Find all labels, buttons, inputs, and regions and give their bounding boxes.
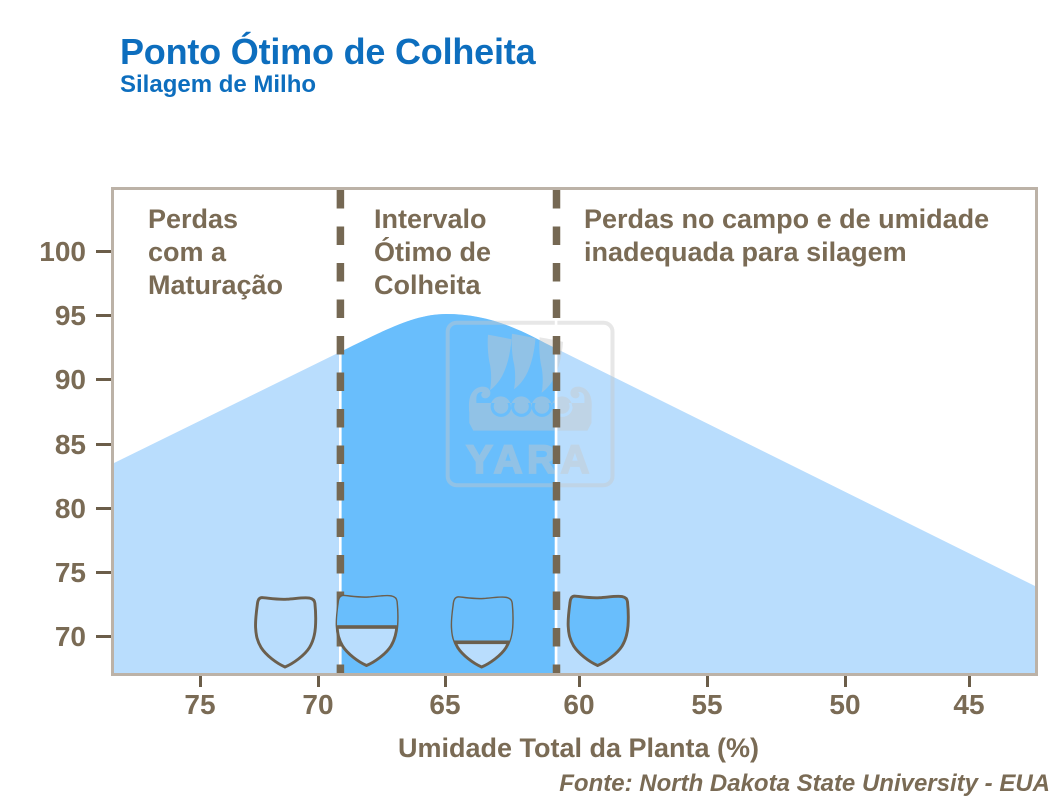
svg-text:YARA: YARA bbox=[466, 438, 594, 482]
